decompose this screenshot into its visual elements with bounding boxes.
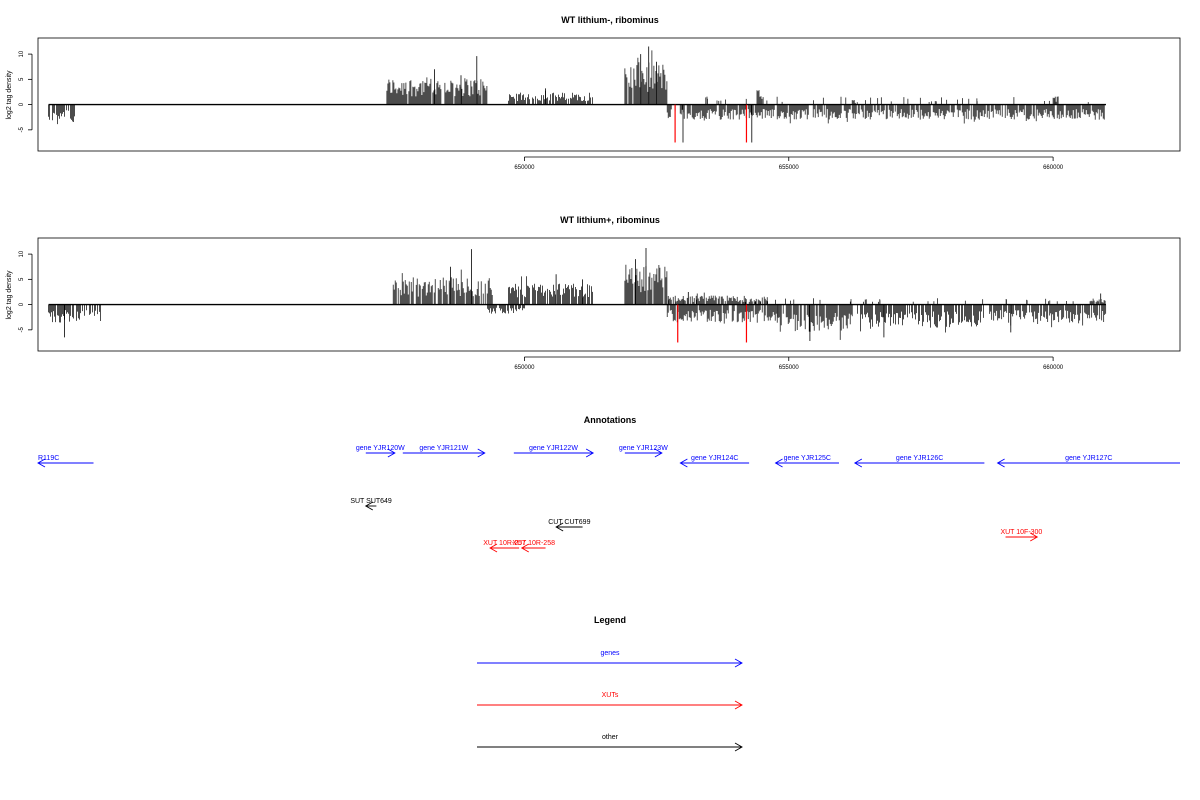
feature-label: gene YJR122W — [529, 445, 578, 452]
y-tick-label: 0 — [19, 302, 25, 306]
annotation-gene: gene YJR121W — [402, 445, 486, 458]
annotation-xut: XUT 10R-257 — [483, 540, 526, 553]
y-tick-label: 10 — [19, 250, 25, 257]
annotation-gene: R119C — [37, 455, 94, 468]
arrow-head — [853, 458, 863, 468]
feature-label: gene YJR120W — [356, 445, 405, 452]
plot-frame — [37, 237, 1181, 352]
arrow-head — [679, 458, 688, 468]
legend-entry: XUTs — [477, 692, 743, 710]
x-tick-label: 660000 — [1043, 365, 1064, 371]
track-title: WT lithium-, ribominus — [561, 15, 659, 25]
legend-title: Legend — [594, 615, 626, 625]
feature-label: XUT 10R-257 — [483, 540, 526, 547]
arrow-head — [520, 543, 529, 553]
arrow-head — [364, 501, 374, 511]
y-tick-label: 5 — [19, 277, 25, 281]
annotation-gene: gene YJR123W — [619, 445, 668, 458]
feature-label: gene YJR126C — [896, 455, 943, 462]
track-panel-lithium-minus: WT lithium-, ribominus log2 tag density … — [6, 15, 1181, 171]
y-tick-label: 5 — [19, 77, 25, 81]
legend-label: XUTs — [602, 692, 619, 699]
legend-arrow-head — [734, 700, 743, 710]
arrow-head — [387, 448, 396, 458]
y-tick-label: -5 — [19, 127, 25, 133]
legend-entry: other — [477, 734, 743, 752]
annotation-other: CUT CUT699 — [548, 519, 591, 532]
annotation-gene: gene YJR126C — [853, 455, 985, 468]
annotation-gene: gene YJR122W — [513, 445, 595, 458]
y-tick-label: -5 — [19, 327, 25, 333]
feature-label: gene YJR123W — [619, 445, 668, 452]
plot-frame — [37, 37, 1181, 152]
axes: -5 0 5 10 650000 655000 660000 — [19, 250, 1064, 371]
annotation-features: R119C gene YJR120W gene YJR121W gene YJR122… — [37, 445, 1180, 553]
feature-label: CUT CUT699 — [548, 519, 590, 526]
annotation-xut: XUT 10R-258 — [512, 540, 555, 553]
y-axis-label: log2 tag density — [6, 270, 13, 320]
x-tick-label: 655000 — [779, 165, 800, 171]
x-tick-label: 655000 — [779, 365, 800, 371]
legend-arrow-head — [734, 742, 743, 752]
feature-label: gene YJR127C — [1065, 455, 1112, 462]
arrow-head — [489, 543, 498, 553]
x-tick-label: 650000 — [514, 165, 535, 171]
annotation-gene: gene YJR120W — [356, 445, 405, 458]
feature-label: R119C — [38, 455, 59, 462]
feature-label: SUT SUT649 — [350, 498, 392, 505]
axes: -5 0 5 10 650000 655000 660000 — [19, 50, 1064, 171]
feature-label: gene YJR125C — [784, 455, 831, 462]
annotation-xut: XUT 10F-300 — [1000, 529, 1042, 542]
annotation-track: Annotations R119C gene YJR120W gene YJR121… — [37, 415, 1180, 553]
track-panel-lithium-plus: WT lithium+, ribominus log2 tag density … — [6, 215, 1181, 371]
annotation-gene: gene YJR127C — [996, 455, 1180, 468]
y-tick-label: 10 — [19, 50, 25, 57]
x-tick-label: 660000 — [1043, 165, 1064, 171]
annotations-title: Annotations — [584, 415, 637, 425]
arrow-head — [555, 522, 564, 532]
arrow-head — [654, 448, 663, 458]
arrow-head — [585, 448, 595, 458]
feature-label: gene YJR121W — [419, 445, 468, 452]
legend-arrow-head — [734, 658, 743, 668]
feature-label: gene YJR124C — [691, 455, 738, 462]
legend-entry: genes — [477, 650, 743, 668]
legend: Legend genes XUTs other — [477, 615, 743, 752]
legend-label: other — [602, 734, 619, 741]
y-axis-label: log2 tag density — [6, 70, 13, 120]
legend-label: genes — [600, 650, 620, 657]
arrow-head — [477, 448, 486, 458]
arrow-head — [774, 458, 783, 468]
track-title: WT lithium+, ribominus — [560, 215, 660, 225]
coverage-bars — [48, 248, 1107, 343]
x-tick-label: 650000 — [514, 365, 535, 371]
arrow-head — [996, 458, 1005, 468]
y-tick-label: 0 — [19, 102, 25, 106]
annotation-gene: gene YJR125C — [774, 455, 839, 468]
arrow-head — [37, 458, 46, 468]
coverage-bars — [48, 46, 1106, 143]
feature-label: XUT 10F-300 — [1000, 529, 1042, 536]
annotation-other: SUT SUT649 — [350, 498, 392, 511]
feature-label: XUT 10R-258 — [512, 540, 555, 547]
legend-entries: genes XUTs other — [477, 650, 743, 752]
annotation-gene: gene YJR124C — [679, 455, 750, 468]
arrow-head — [1030, 532, 1039, 542]
